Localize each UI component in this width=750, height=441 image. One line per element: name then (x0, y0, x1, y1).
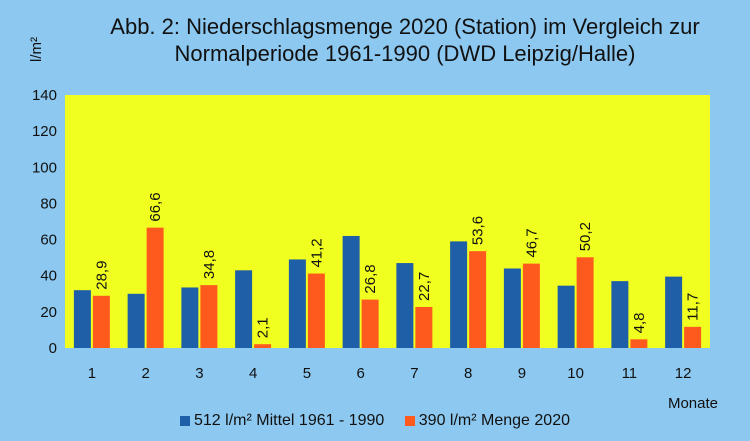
value-labels: 28,9 66,6 34,8 2,1 41,2 26,8 22,7 53,6 46,7 50,2 4… (93, 192, 701, 338)
y-tick-label: 100 (32, 159, 57, 176)
bar-2020 (576, 257, 594, 348)
value-label-2020: 34,8 (201, 250, 218, 279)
legend: 512 l/m² Mittel 1961 - 1990 390 l/m² Men… (0, 412, 750, 430)
value-label-2020: 26,8 (362, 264, 379, 293)
bars (73, 227, 702, 348)
y-tick-label: 0 (49, 340, 57, 357)
x-tick-label: 5 (303, 365, 311, 382)
bar-mittel (181, 287, 199, 348)
bar-2020 (146, 227, 164, 348)
value-label-2020: 53,6 (470, 216, 487, 245)
bar-2020 (307, 273, 325, 348)
value-label-2020: 2,1 (255, 317, 272, 338)
x-tick-label: 12 (675, 365, 692, 382)
y-tick-label: 20 (40, 304, 57, 321)
y-tick-label: 140 (32, 87, 57, 104)
bar-2020 (415, 306, 433, 348)
bar-2020 (254, 344, 272, 348)
value-label-2020: 28,9 (93, 261, 110, 290)
legend-item-mittel: 512 l/m² Mittel 1961 - 1990 (180, 412, 389, 429)
x-tick-label: 8 (464, 365, 472, 382)
bar-mittel (73, 290, 91, 348)
chart-title-line-2: Normalperiode 1961-1990 (DWD Leipzig/Hal… (174, 41, 636, 66)
x-axis-label: Monate (667, 395, 718, 412)
x-tick-label: 9 (518, 365, 526, 382)
bar-2020 (630, 339, 648, 348)
y-axis-ticks: 0 20 40 60 80 100 120 140 (32, 87, 57, 357)
bar-mittel (127, 293, 145, 348)
plot-area (65, 95, 710, 348)
value-label-2020: 41,2 (308, 238, 325, 267)
x-tick-label: 3 (195, 365, 203, 382)
legend-label-2020: 390 l/m² Menge 2020 (418, 412, 570, 429)
x-tick-label: 2 (141, 365, 149, 382)
bar-mittel (450, 241, 468, 348)
bar-mittel (503, 268, 521, 348)
bar-2020 (92, 295, 110, 348)
x-tick-label: 6 (356, 365, 364, 382)
bar-mittel (342, 235, 360, 348)
legend-swatch-2020 (404, 415, 415, 426)
bar-mittel (235, 270, 253, 348)
x-tick-label: 1 (88, 365, 96, 382)
bar-mittel (665, 276, 683, 348)
y-tick-label: 60 (40, 232, 57, 249)
x-tick-label: 7 (410, 365, 418, 382)
y-tick-label: 40 (40, 268, 57, 285)
bar-mittel (611, 281, 629, 348)
value-label-2020: 11,7 (685, 293, 702, 321)
bar-mittel (396, 263, 414, 348)
y-tick-label: 80 (40, 195, 57, 212)
value-label-2020: 66,6 (147, 192, 164, 221)
x-axis-ticks: 1 2 3 4 5 6 7 8 9 10 11 12 (88, 365, 692, 382)
value-label-2020: 22,7 (416, 272, 433, 301)
bar-2020 (684, 326, 702, 348)
chart-title-line-1: Abb. 2: Niederschlagsmenge 2020 (Station… (110, 14, 700, 39)
bar-2020 (361, 299, 379, 348)
legend-label-mittel: 512 l/m² Mittel 1961 - 1990 (194, 412, 385, 429)
bar-2020 (469, 251, 487, 348)
x-tick-label: 11 (622, 365, 638, 382)
value-label-2020: 4,8 (631, 312, 648, 333)
bar-2020 (522, 263, 540, 348)
legend-item-2020: 390 l/m² Menge 2020 (404, 412, 570, 429)
bar-mittel (557, 285, 575, 348)
x-tick-label: 10 (567, 365, 584, 382)
x-tick-label: 4 (249, 365, 257, 382)
legend-swatch-mittel (180, 415, 190, 426)
value-label-2020: 50,2 (577, 222, 594, 251)
value-label-2020: 46,7 (523, 228, 540, 257)
bar-2020 (200, 285, 218, 348)
y-tick-label: 120 (32, 123, 57, 140)
bar-mittel (288, 259, 306, 348)
